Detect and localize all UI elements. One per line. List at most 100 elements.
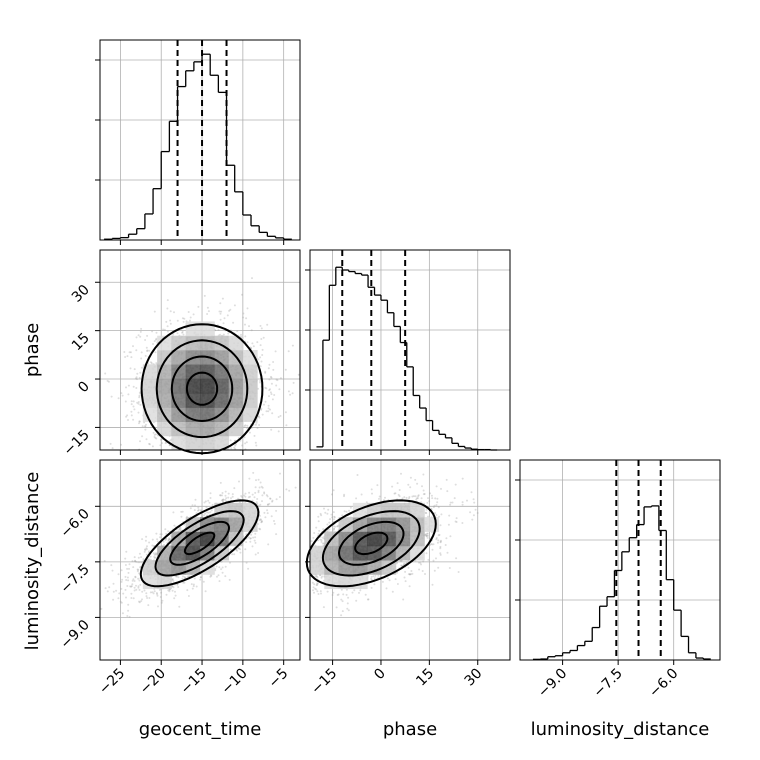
scatter-point [138, 422, 140, 425]
scatter-point [148, 550, 150, 553]
scatter-point [143, 589, 146, 592]
scatter-point [264, 371, 267, 374]
scatter-point [270, 382, 273, 385]
scatter-point [297, 373, 300, 376]
scatter-point [257, 415, 260, 418]
density-cell [242, 378, 258, 394]
scatter-point [134, 576, 137, 579]
scatter-point [180, 515, 183, 518]
scatter-point [244, 495, 247, 498]
scatter-point [241, 293, 243, 296]
scatter-point [267, 407, 270, 410]
scatter-point [207, 499, 210, 502]
scatter-point [133, 368, 136, 371]
scatter-point [151, 538, 154, 541]
scatter-point [152, 343, 154, 345]
scatter-point [163, 328, 166, 331]
scatter-point [181, 331, 184, 334]
scatter-point [259, 481, 262, 484]
scatter-point [162, 328, 165, 331]
scatter-point [224, 575, 227, 578]
scatter-point [217, 574, 220, 577]
scatter-point [258, 527, 261, 530]
scatter-point [219, 302, 222, 305]
scatter-point [258, 416, 261, 419]
scatter-point [257, 358, 260, 361]
scatter-point [138, 588, 141, 591]
scatter-point [167, 589, 170, 592]
scatter-point [292, 381, 295, 384]
scatter-point [210, 509, 213, 512]
scatter-point [195, 585, 198, 588]
scatter-point [224, 490, 227, 493]
scatter-point [176, 319, 179, 322]
scatter-point [270, 376, 273, 379]
scatter-point [240, 495, 243, 497]
scatter-point [140, 556, 143, 559]
scatter-point [138, 420, 141, 423]
scatter-point [204, 590, 207, 593]
scatter-point [107, 380, 110, 383]
scatter-point [166, 299, 169, 302]
scatter-point [245, 317, 248, 320]
scatter-point [117, 597, 120, 600]
scatter-point [266, 323, 269, 326]
scatter-point [163, 543, 166, 546]
scatter-point [126, 414, 129, 417]
scatter-point [259, 519, 262, 521]
scatter-point [141, 435, 144, 438]
scatter-point [263, 491, 266, 494]
scatter-point [148, 558, 150, 561]
scatter-point [148, 349, 151, 352]
scatter-point [269, 388, 271, 391]
scatter-point [121, 578, 124, 581]
scatter-point [285, 424, 288, 427]
scatter-point [233, 553, 236, 556]
scatter-point [267, 404, 270, 407]
scatter-point [268, 363, 271, 366]
scatter-point [261, 486, 264, 489]
scatter-point [142, 558, 145, 561]
scatter-point [120, 443, 122, 446]
scatter-point [191, 587, 194, 590]
scatter-point [224, 498, 227, 501]
scatter-point [247, 567, 250, 570]
scatter-point [108, 586, 111, 589]
scatter-point [252, 345, 255, 348]
scatter-point [199, 578, 202, 581]
scatter-point [128, 615, 131, 618]
scatter-point [256, 427, 259, 429]
scatter-point [137, 411, 140, 414]
scatter-point [140, 327, 143, 330]
scatter-point [220, 568, 223, 571]
scatter-point [229, 439, 232, 442]
scatter-point [181, 510, 184, 513]
scatter-point [206, 313, 209, 315]
scatter-point [146, 334, 149, 337]
scatter-point [120, 580, 123, 583]
scatter-point [112, 590, 115, 593]
scatter-point [260, 521, 263, 524]
scatter-point [247, 536, 250, 539]
scatter-point [246, 427, 249, 430]
scatter-point [233, 446, 236, 449]
scatter-point [211, 503, 214, 506]
density-cell [142, 378, 158, 394]
scatter-point [144, 539, 147, 542]
scatter-point [193, 509, 196, 512]
scatter-point [111, 447, 114, 450]
scatter-point [136, 401, 139, 404]
scatter-point [148, 597, 151, 599]
scatter-point [181, 317, 184, 320]
scatter-point [138, 376, 141, 379]
scatter-point [186, 575, 189, 578]
scatter-point [132, 566, 135, 569]
scatter-point [109, 442, 112, 445]
scatter-point [260, 338, 263, 340]
scatter-point [124, 557, 127, 560]
panel-frame [519, 459, 721, 661]
scatter-point [268, 378, 271, 381]
scatter-point [167, 530, 170, 533]
scatter-point [279, 377, 282, 380]
scatter-point [130, 400, 133, 403]
